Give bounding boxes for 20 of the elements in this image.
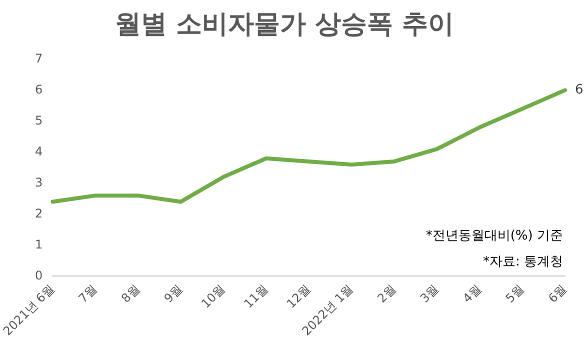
x-tick-label: 9월 — [161, 282, 186, 306]
chart-title: 월별 소비자물가 상승폭 추이 — [114, 9, 454, 40]
x-tick-label: 2월 — [374, 282, 399, 306]
y-tick-label: 7 — [35, 51, 43, 66]
x-tick-label: 4월 — [460, 282, 484, 306]
y-tick-label: 3 — [35, 175, 43, 190]
y-tick-label: 6 — [35, 82, 43, 96]
y-tick-label: 0 — [35, 268, 43, 282]
x-tick-label: 3월 — [417, 282, 442, 306]
data-label: 6 — [575, 82, 584, 98]
y-tick-label: 1 — [35, 237, 43, 252]
annotation: *자료: 통계청 — [482, 254, 563, 270]
y-tick-label: 5 — [35, 113, 43, 128]
y-tick-label: 4 — [35, 144, 43, 158]
annotation: *전년동월대비(%) 기준 — [426, 228, 563, 244]
x-tick-label: 8월 — [118, 282, 142, 306]
x-tick-label: 5월 — [502, 282, 527, 306]
y-tick-label: 2 — [35, 206, 43, 220]
x-tick-label: 6월 — [546, 282, 570, 306]
x-tick-label: 7월 — [76, 282, 100, 306]
